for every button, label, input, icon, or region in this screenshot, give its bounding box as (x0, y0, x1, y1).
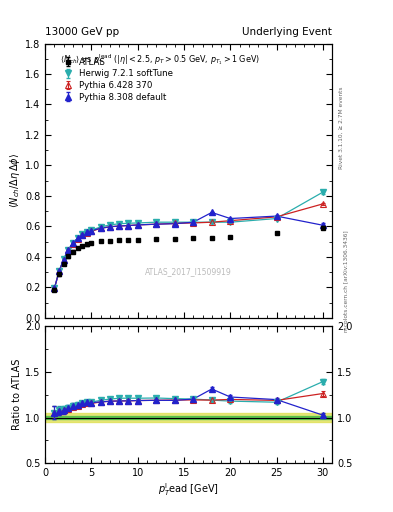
Y-axis label: Ratio to ATLAS: Ratio to ATLAS (12, 359, 22, 431)
X-axis label: $p_T^{\rm l}$ead [GeV]: $p_T^{\rm l}$ead [GeV] (158, 481, 219, 498)
Text: 13000 GeV pp: 13000 GeV pp (45, 27, 119, 37)
Text: ATLAS_2017_I1509919: ATLAS_2017_I1509919 (145, 267, 232, 276)
Y-axis label: $\langle N_{ch} / \Delta\eta\,\Delta\phi \rangle$: $\langle N_{ch} / \Delta\eta\,\Delta\phi… (8, 153, 22, 208)
Text: mcplots.cern.ch [arXiv:1306.3436]: mcplots.cern.ch [arXiv:1306.3436] (344, 231, 349, 332)
Text: Rivet 3.1.10, ≥ 2.7M events: Rivet 3.1.10, ≥ 2.7M events (339, 87, 344, 169)
Text: Underlying Event: Underlying Event (242, 27, 332, 37)
Text: $\langle N_{ch}\rangle$ vs $p_T^{\rm lead}$ ($|\eta| < 2.5$, $p_T > 0.5$ GeV, $p: $\langle N_{ch}\rangle$ vs $p_T^{\rm lea… (60, 52, 259, 67)
Legend: ATLAS, Herwig 7.2.1 softTune, Pythia 6.428 370, Pythia 8.308 default: ATLAS, Herwig 7.2.1 softTune, Pythia 6.4… (58, 56, 174, 103)
